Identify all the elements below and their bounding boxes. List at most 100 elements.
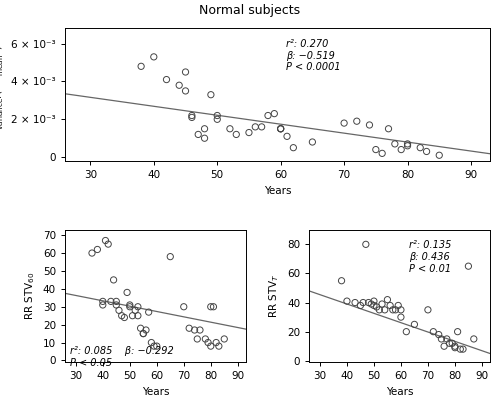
- Point: [362, 241, 370, 247]
- Point: [134, 304, 142, 310]
- Point: [110, 277, 118, 283]
- Point: [207, 304, 215, 310]
- Point: [128, 313, 136, 319]
- Point: [126, 302, 134, 308]
- X-axis label: Years: Years: [142, 387, 169, 397]
- Point: [126, 304, 134, 310]
- Point: [367, 301, 375, 307]
- Point: [270, 110, 278, 117]
- Point: [140, 330, 147, 337]
- Point: [434, 331, 442, 338]
- Point: [397, 306, 405, 313]
- Point: [188, 112, 196, 119]
- Point: [359, 299, 367, 306]
- Point: [144, 309, 152, 315]
- Point: [204, 339, 212, 346]
- Point: [232, 131, 240, 138]
- Point: [351, 299, 359, 306]
- Point: [120, 314, 128, 321]
- Point: [142, 327, 150, 333]
- Point: [391, 141, 399, 147]
- Point: [308, 139, 316, 145]
- Point: [200, 125, 208, 132]
- Text: r²: 0.270
β: −0.519
P < 0.0001: r²: 0.270 β: −0.519 P < 0.0001: [286, 39, 341, 72]
- Point: [424, 306, 432, 313]
- Text: Normal subjects: Normal subjects: [200, 4, 300, 17]
- Point: [438, 336, 446, 342]
- Point: [207, 92, 215, 98]
- Point: [148, 339, 156, 346]
- Point: [376, 306, 384, 313]
- Point: [182, 69, 190, 75]
- Point: [202, 336, 209, 342]
- Point: [397, 147, 405, 153]
- Point: [443, 336, 451, 342]
- Point: [194, 131, 202, 138]
- Point: [410, 321, 418, 328]
- Point: [112, 302, 120, 308]
- Point: [283, 133, 291, 140]
- Point: [392, 306, 400, 313]
- Point: [276, 125, 284, 132]
- Point: [422, 148, 430, 155]
- Point: [380, 306, 388, 313]
- Point: [212, 339, 220, 346]
- Point: [207, 343, 215, 349]
- Point: [440, 343, 448, 350]
- Point: [215, 343, 223, 349]
- Point: [370, 302, 378, 309]
- Point: [131, 307, 139, 313]
- Point: [456, 346, 464, 352]
- Point: [245, 129, 253, 136]
- Point: [115, 307, 123, 313]
- Point: [123, 289, 131, 296]
- Point: [364, 299, 372, 306]
- Point: [153, 343, 161, 349]
- Point: [102, 237, 110, 244]
- Point: [402, 328, 410, 335]
- Point: [448, 340, 456, 347]
- Point: [446, 340, 454, 347]
- Point: [340, 120, 348, 126]
- Point: [470, 336, 478, 342]
- Point: [264, 112, 272, 119]
- Point: [196, 327, 204, 333]
- Point: [276, 125, 284, 132]
- Point: [134, 313, 142, 319]
- Point: [338, 278, 345, 284]
- Point: [175, 82, 183, 88]
- Point: [188, 114, 196, 120]
- Point: [162, 77, 170, 83]
- Point: [386, 302, 394, 309]
- Point: [404, 142, 411, 149]
- Point: [378, 301, 386, 307]
- Point: [190, 327, 198, 333]
- Point: [194, 336, 202, 342]
- Point: [88, 250, 96, 256]
- Point: [276, 125, 284, 132]
- Text: r²: 0.085    β: −0.292
P < 0.05: r²: 0.085 β: −0.292 P < 0.05: [70, 346, 174, 368]
- Y-axis label: RR STV$_T$: RR STV$_T$: [268, 274, 281, 318]
- Point: [384, 125, 392, 132]
- Y-axis label: RR STV$_{60}$: RR STV$_{60}$: [24, 272, 38, 320]
- Point: [454, 328, 462, 335]
- Point: [150, 54, 158, 60]
- Point: [99, 298, 107, 304]
- Point: [107, 298, 115, 304]
- Point: [353, 118, 361, 125]
- Point: [430, 328, 438, 335]
- Point: [258, 124, 266, 130]
- Point: [220, 336, 228, 342]
- Point: [136, 325, 144, 331]
- Point: [290, 144, 298, 151]
- Point: [356, 302, 364, 309]
- Point: [370, 298, 378, 304]
- Point: [185, 325, 193, 331]
- Point: [213, 116, 221, 123]
- Point: [451, 344, 459, 351]
- Point: [166, 254, 174, 260]
- Point: [137, 63, 145, 70]
- Point: [451, 343, 459, 350]
- Point: [104, 241, 112, 247]
- Point: [464, 263, 472, 269]
